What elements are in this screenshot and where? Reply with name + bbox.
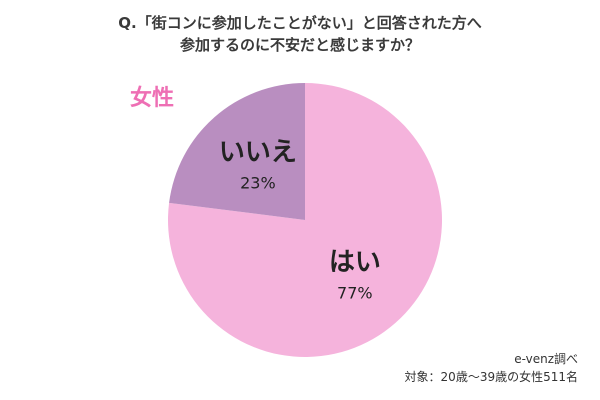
group-label: 女性 [130, 86, 175, 111]
pie-slice-no [169, 83, 305, 220]
source-line1: e-venz調べ [514, 352, 578, 366]
chart-title: Q.「街コンに参加したことがない」と回答された方へ 参加するのに不安だと感じます… [0, 12, 600, 56]
slice-label-no: いいえ [219, 138, 297, 168]
source-line2: 対象：20歳〜39歳の女性511名 [404, 370, 578, 384]
slice-value-no: 23% [240, 174, 276, 193]
pie-slice-yes [168, 83, 443, 357]
chart-title-line2: 参加するのに不安だと感じますか？ [179, 36, 420, 54]
slice-value-yes: 77% [337, 284, 373, 303]
chart-title-line1: Q.「街コンに参加したことがない」と回答された方へ [118, 14, 482, 32]
source-note: e-venz調べ 対象：20歳〜39歳の女性511名 [405, 350, 578, 386]
slice-label-yes: はい [329, 248, 381, 278]
